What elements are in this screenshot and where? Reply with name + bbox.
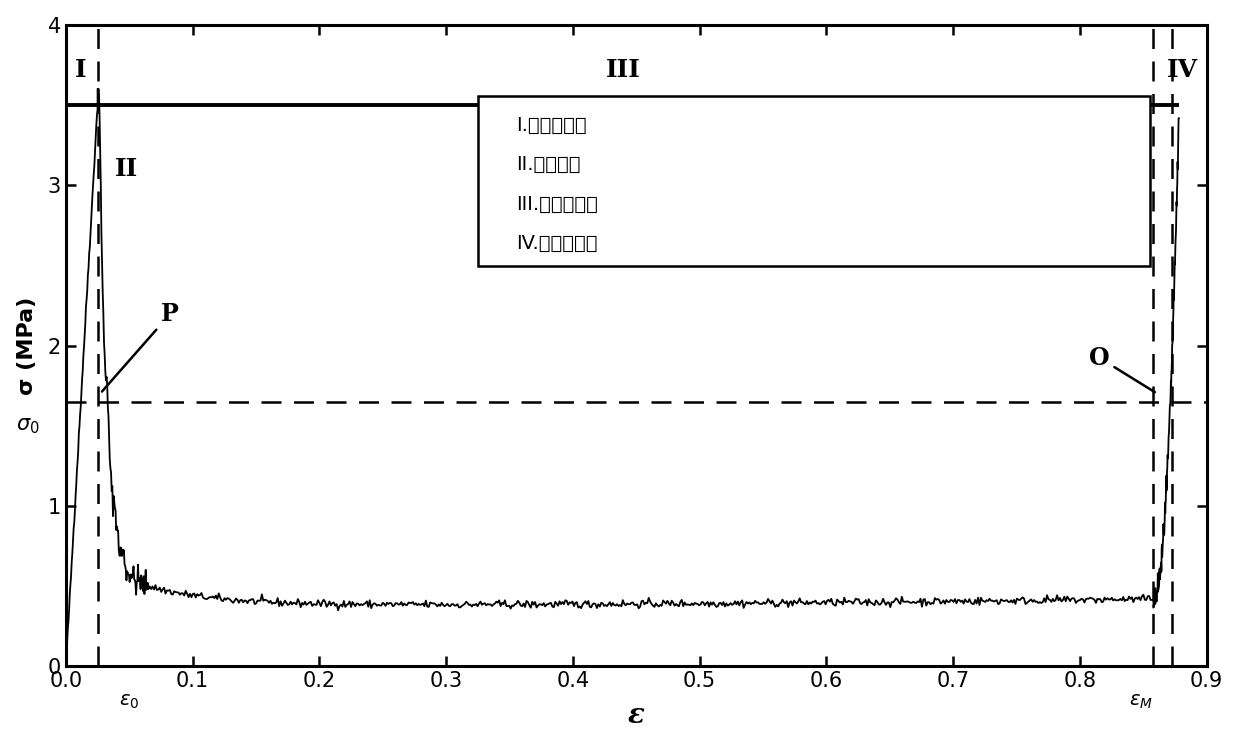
Y-axis label: σ (MPa): σ (MPa)	[16, 296, 37, 395]
Text: P: P	[102, 302, 179, 392]
Text: I.线弹性阶段: I.线弹性阶段	[516, 116, 587, 135]
Text: $\sigma_0$: $\sigma_0$	[16, 416, 40, 436]
Text: III: III	[606, 57, 641, 81]
Text: III.平台区阶段: III.平台区阶段	[516, 195, 598, 213]
Text: IV: IV	[1167, 57, 1198, 81]
FancyBboxPatch shape	[477, 96, 1149, 266]
Text: II: II	[115, 157, 139, 181]
Text: O: O	[1089, 345, 1154, 392]
Text: $\varepsilon_0$: $\varepsilon_0$	[119, 692, 139, 711]
Text: II.屈服阶段: II.屈服阶段	[516, 155, 580, 175]
Text: $\varepsilon_M$: $\varepsilon_M$	[1128, 692, 1153, 711]
Text: IV.密实化阶段: IV.密实化阶段	[516, 234, 598, 253]
Text: I: I	[76, 57, 87, 81]
X-axis label: ε: ε	[627, 702, 645, 730]
